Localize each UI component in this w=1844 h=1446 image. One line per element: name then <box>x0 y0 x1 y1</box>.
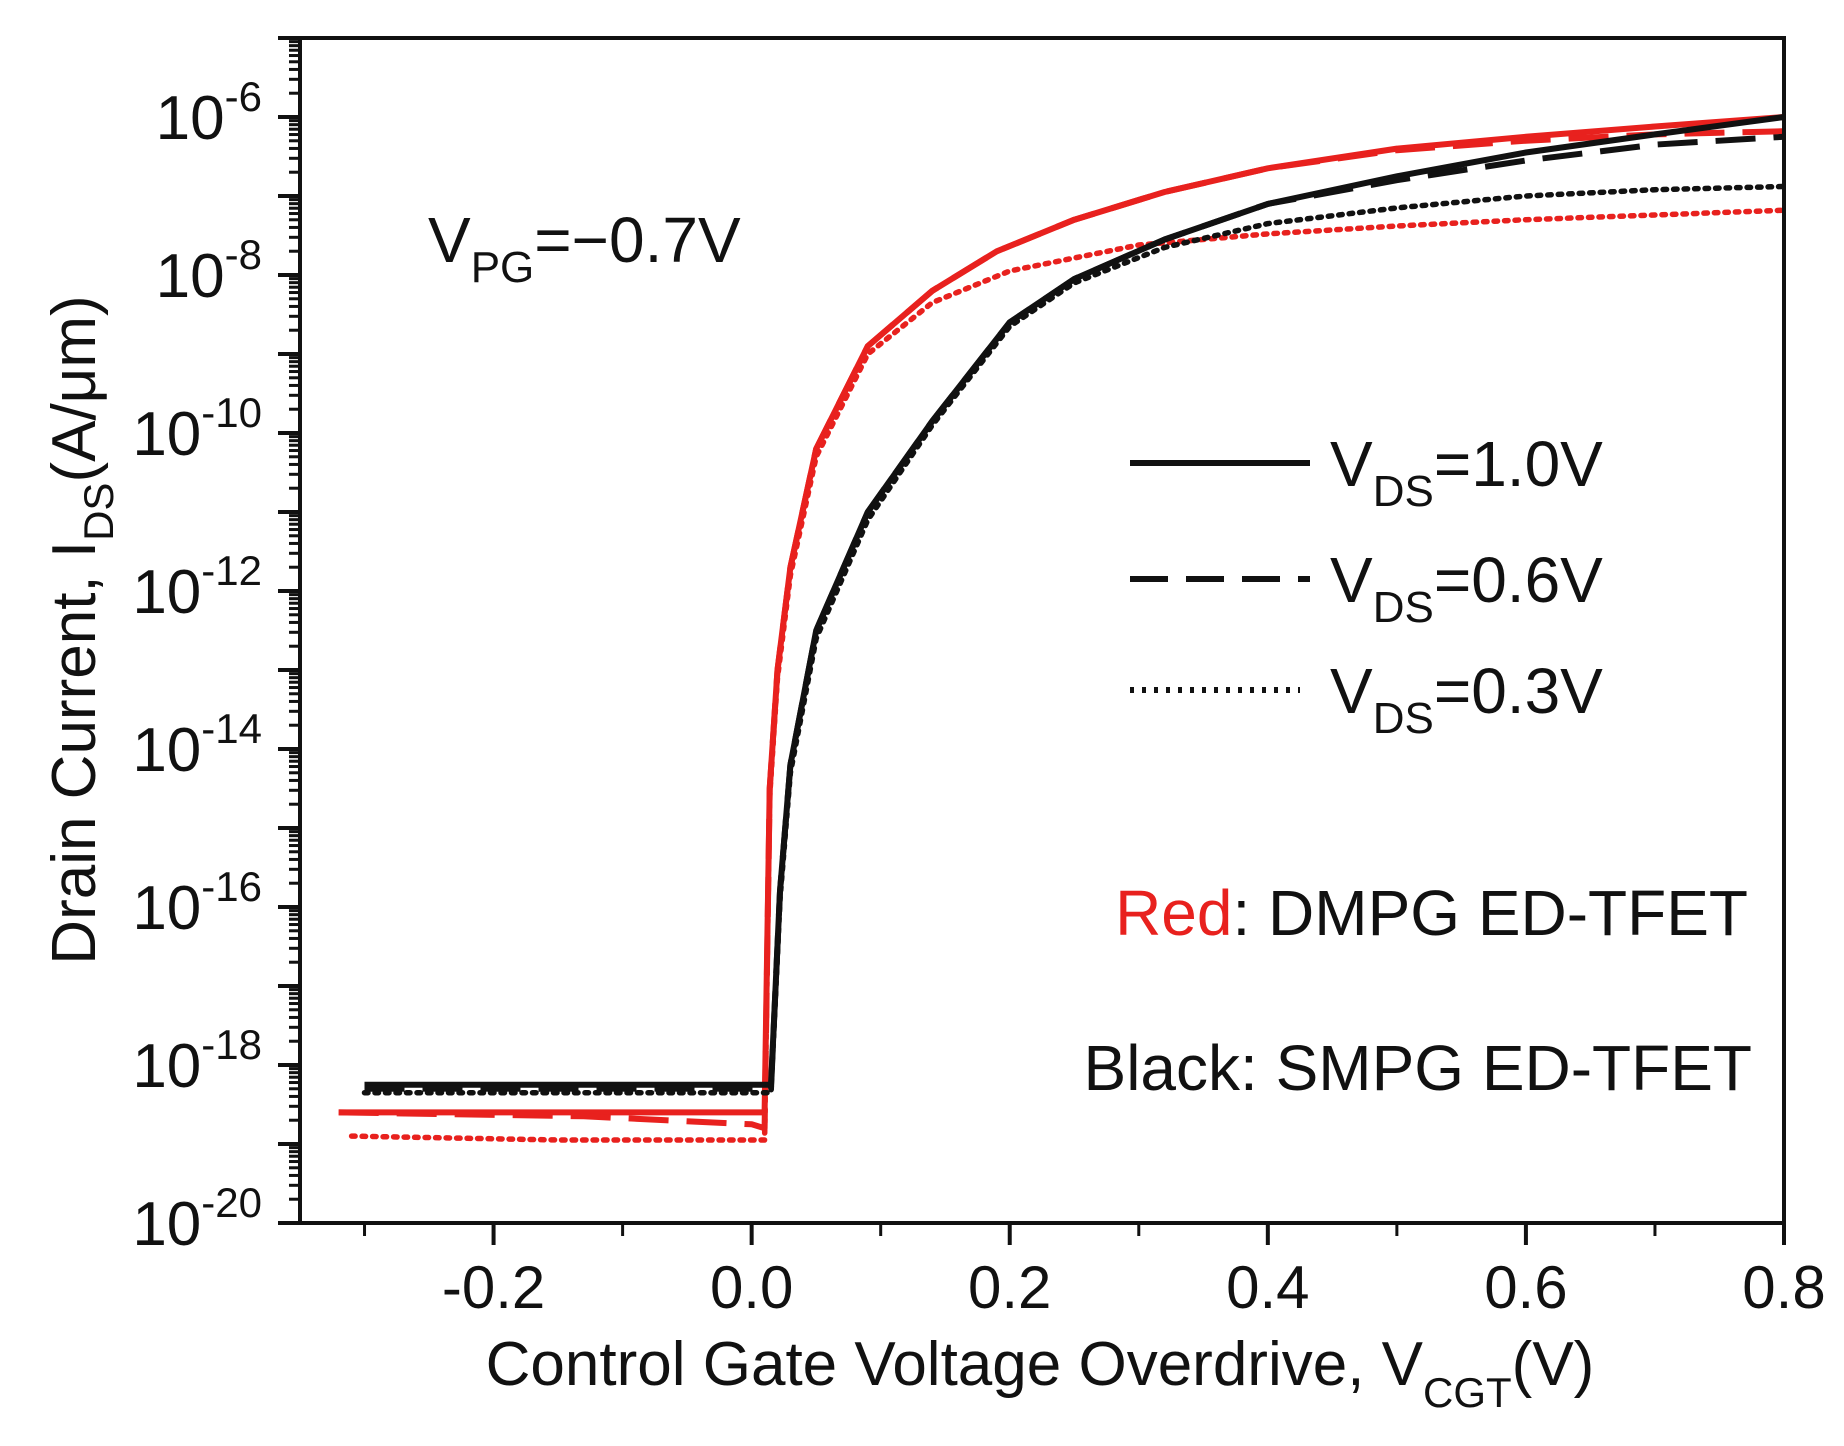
y-tick-label: 10-20 <box>132 1179 262 1259</box>
legend-label-vds-0-3: VDS=0.3V <box>1330 655 1603 743</box>
y-axis-title: Drain Current, IDS(A/μm) <box>40 295 122 964</box>
y-tick-label: 10-12 <box>132 547 262 627</box>
y-tick-labels: 10-6 10-8 10-10 10-12 10-14 10-16 10-18 10-20 <box>132 73 262 1259</box>
x-tick-label: -0.2 <box>442 1254 545 1321</box>
series-line-red-dashed <box>338 128 1785 1132</box>
y-tick-label: 10-16 <box>132 863 262 943</box>
y-tick-label: 10-8 <box>156 231 262 311</box>
y-tick-label: 10-10 <box>132 389 262 469</box>
red-device-note: Red: DMPG ED-TFET <box>1115 877 1748 949</box>
series-line-black-dashed <box>364 133 1785 1092</box>
series-line-black-dotted <box>361 183 1787 1096</box>
y-tick-label: 10-14 <box>132 705 262 785</box>
vpg-annotation: VPG=−0.7V <box>428 204 741 292</box>
y-tick-label: 10-6 <box>156 73 262 153</box>
series-layer <box>338 114 1787 1143</box>
x-tick-label: 0.2 <box>968 1254 1051 1321</box>
series-line-red-dotted <box>348 207 1787 1143</box>
black-device-note: Black: SMPG ED-TFET <box>1084 1032 1753 1104</box>
x-tick-label: 0.8 <box>1742 1254 1825 1321</box>
plot-frame <box>298 36 1786 1225</box>
x-tick-label: 0.6 <box>1484 1254 1567 1321</box>
y-tick-label: 10-18 <box>132 1021 262 1101</box>
legend: VDS=1.0V VDS=0.6V VDS=0.3V <box>1130 428 1603 743</box>
legend-label-vds-0-6: VDS=0.6V <box>1330 544 1603 632</box>
x-axis-title: Control Gate Voltage Overdrive, VCGT(V) <box>486 1330 1595 1416</box>
legend-label-vds-1-0: VDS=1.0V <box>1330 428 1603 516</box>
x-tick-label: 0.0 <box>710 1254 793 1321</box>
x-tick-labels: -0.2 0.0 0.2 0.4 0.6 0.8 <box>442 1254 1826 1321</box>
x-tick-label: 0.4 <box>1226 1254 1309 1321</box>
